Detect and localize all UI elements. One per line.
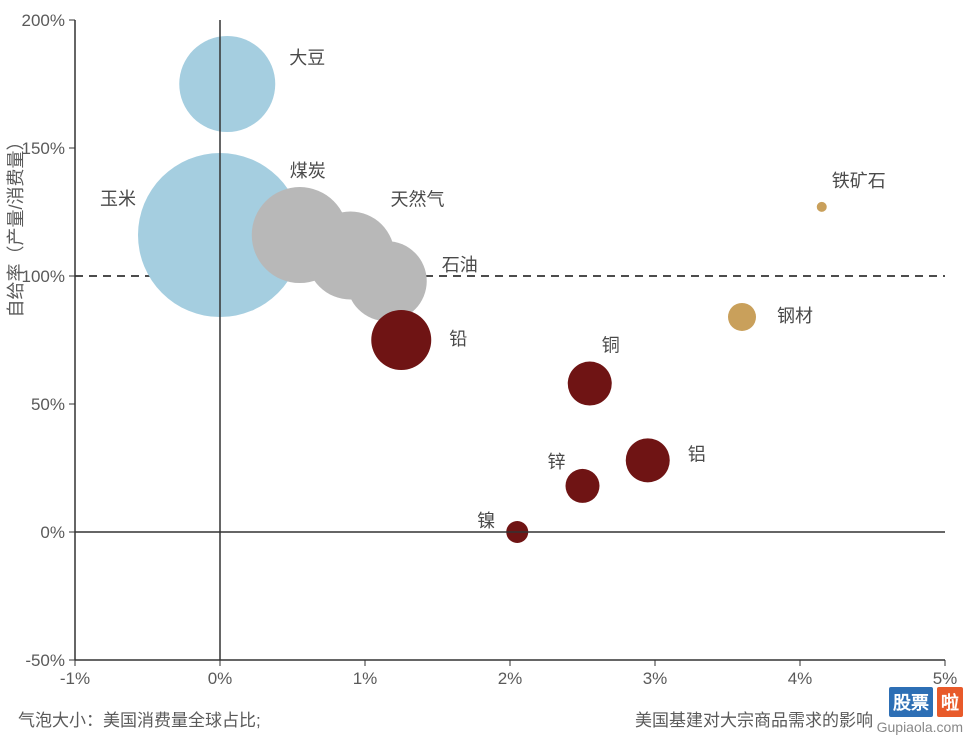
bubble-label-铜: 铜 (602, 336, 620, 356)
bubble-label-铅: 铅 (449, 329, 467, 349)
bubble-label-玉米: 玉米 (100, 189, 136, 209)
bubble-label-铝: 铝 (688, 444, 706, 464)
bubble-铝 (626, 438, 670, 482)
x-tick-label: 5% (933, 669, 958, 688)
bubble-label-铁矿石: 铁矿石 (832, 171, 886, 191)
y-tick-label: -50% (25, 651, 65, 670)
x-tick-label: 4% (788, 669, 813, 688)
y-axis-title: 自给率（产量/消费量） (6, 133, 26, 318)
bubble-钢材 (728, 303, 756, 331)
bubble-size-legend: 气泡大小：美国消费量全球占比; (18, 706, 261, 731)
bubble-label-镍: 镍 (477, 511, 495, 531)
watermark-logo: 股票 啦 (889, 687, 963, 717)
x-tick-label: 3% (643, 669, 668, 688)
x-tick-label: -1% (60, 669, 90, 688)
bubble-铁矿石 (817, 202, 827, 212)
bubble-label-煤炭: 煤炭 (290, 161, 326, 181)
watermark-url: Gupiaola.com (877, 719, 963, 735)
y-tick-label: 50% (31, 395, 65, 414)
x-tick-label: 1% (353, 669, 378, 688)
x-tick-label: 0% (208, 669, 233, 688)
bubble-label-钢材: 钢材 (777, 306, 813, 326)
y-tick-label: 200% (22, 11, 65, 30)
watermark-text-2: 啦 (937, 687, 963, 717)
bubble-铜 (568, 362, 612, 406)
y-tick-label: 150% (22, 139, 65, 158)
y-tick-label: 0% (40, 523, 65, 542)
bubble-label-天然气: 天然气 (391, 190, 445, 210)
bubble-label-锌: 锌 (548, 452, 566, 472)
watermark-text-1: 股票 (889, 687, 933, 717)
bubble-label-大豆: 大豆 (289, 48, 325, 68)
y-tick-label: 100% (22, 267, 65, 286)
bubble-chart: 大豆玉米 煤炭天然气石油铅 铜锌 铝镍 钢材 铁矿石 -1% 0% 1% 2% 3% 4% 5% -50%… (0, 0, 973, 743)
bubble-铅 (371, 310, 431, 370)
bubble-label-石油: 石油 (442, 255, 478, 275)
x-tick-label: 2% (498, 669, 523, 688)
bubble-石油 (347, 241, 427, 321)
x-axis-note: 美国基建对大宗商品需求的影响 (635, 706, 873, 731)
bubble-大豆 (179, 36, 275, 132)
bubble-锌 (566, 469, 600, 503)
